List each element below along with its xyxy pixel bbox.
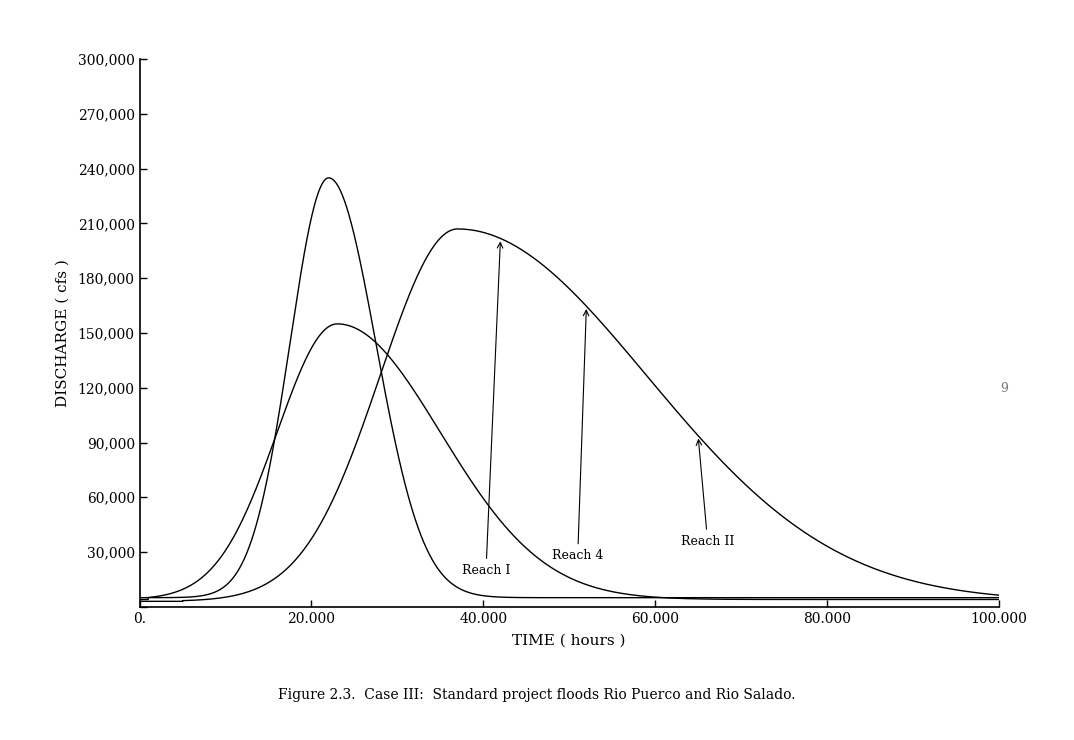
Text: 9: 9 bbox=[1000, 382, 1008, 395]
Text: Figure 2.3.  Case III:  Standard project floods Rio Puerco and Rio Salado.: Figure 2.3. Case III: Standard project f… bbox=[278, 688, 796, 702]
X-axis label: TIME ( hours ): TIME ( hours ) bbox=[512, 634, 626, 648]
Y-axis label: DISCHARGE ( cfs ): DISCHARGE ( cfs ) bbox=[56, 259, 70, 407]
Text: Reach II: Reach II bbox=[681, 440, 735, 548]
Text: Reach 4: Reach 4 bbox=[552, 310, 604, 562]
Text: Reach I: Reach I bbox=[462, 243, 510, 577]
